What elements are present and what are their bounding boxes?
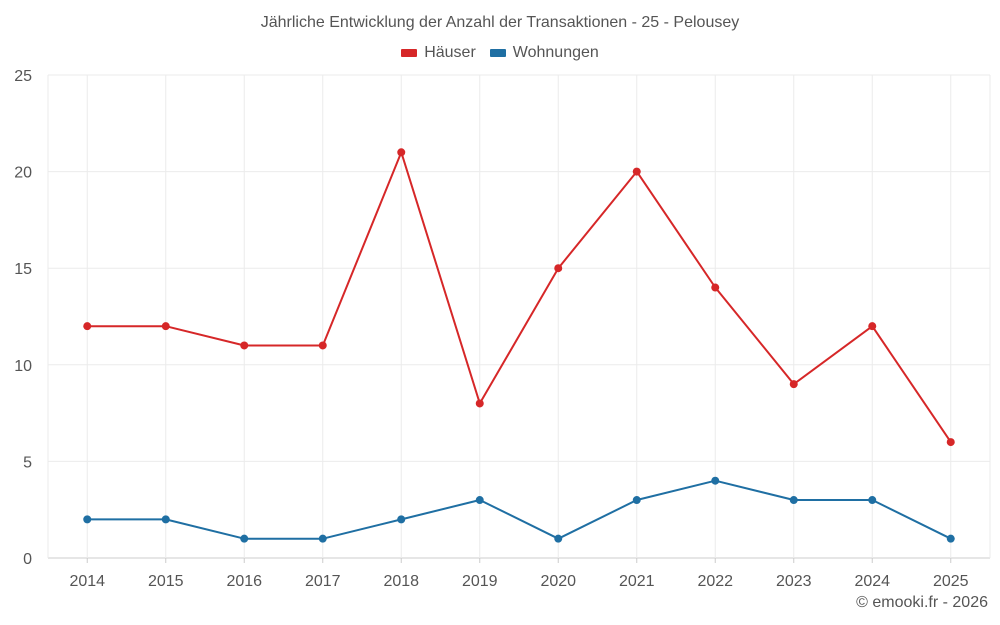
data-point-haeuser <box>789 380 798 389</box>
data-point-haeuser <box>554 264 563 273</box>
data-point-wohnungen <box>789 496 798 505</box>
data-point-wohnungen <box>868 496 877 505</box>
data-point-wohnungen <box>711 476 720 485</box>
x-tick-label: 2023 <box>776 573 812 590</box>
legend: Häuser Wohnungen <box>0 44 1000 62</box>
data-point-haeuser <box>475 399 484 408</box>
legend-label-haeuser: Häuser <box>424 44 476 61</box>
x-tick-label: 2017 <box>305 573 341 590</box>
x-tick-label: 2016 <box>226 573 262 590</box>
credit-text: © emooki.fr - 2026 <box>856 594 988 611</box>
data-point-wohnungen <box>83 515 92 524</box>
data-point-wohnungen <box>161 515 170 524</box>
x-tick-label: 2021 <box>619 573 655 590</box>
x-tick-label: 2018 <box>383 573 419 590</box>
data-point-haeuser <box>946 438 955 447</box>
data-point-wohnungen <box>632 496 641 505</box>
x-tick-label: 2022 <box>697 573 733 590</box>
data-point-haeuser <box>240 341 249 350</box>
y-tick-label: 10 <box>14 358 32 375</box>
data-point-wohnungen <box>240 534 249 543</box>
data-point-haeuser <box>161 322 170 331</box>
data-point-haeuser <box>83 322 92 331</box>
x-tick-label: 2024 <box>854 573 890 590</box>
legend-item-wohnungen[interactable]: Wohnungen <box>489 44 599 62</box>
data-point-wohnungen <box>475 496 484 505</box>
x-tick-label: 2014 <box>69 573 105 590</box>
chart-title: Jährliche Entwicklung der Anzahl der Tra… <box>260 14 740 31</box>
legend-swatch-wohnungen <box>489 49 506 57</box>
data-point-wohnungen <box>554 534 563 543</box>
x-tick-label: 2020 <box>540 573 576 590</box>
y-tick-label: 15 <box>14 261 32 278</box>
data-point-wohnungen <box>318 534 327 543</box>
y-tick-label: 20 <box>14 165 32 182</box>
data-point-haeuser <box>318 341 327 350</box>
legend-label-wohnungen: Wohnungen <box>512 44 599 61</box>
data-point-wohnungen <box>946 534 955 543</box>
x-tick-label: 2025 <box>933 573 969 590</box>
y-tick-label: 25 <box>14 68 32 85</box>
y-tick-label: 5 <box>23 454 32 471</box>
data-point-haeuser <box>868 322 877 331</box>
data-point-wohnungen <box>397 515 406 524</box>
y-tick-label: 0 <box>23 551 32 568</box>
series-line-wohnungen <box>87 479 952 540</box>
data-point-haeuser <box>632 167 641 176</box>
x-tick-label: 2015 <box>148 573 184 590</box>
data-point-haeuser <box>711 283 720 292</box>
series-line-haeuser <box>87 151 952 443</box>
data-point-haeuser <box>397 148 406 157</box>
legend-swatch-haeuser <box>401 49 418 57</box>
legend-item-haeuser[interactable]: Häuser <box>401 44 476 62</box>
x-tick-label: 2019 <box>462 573 498 590</box>
